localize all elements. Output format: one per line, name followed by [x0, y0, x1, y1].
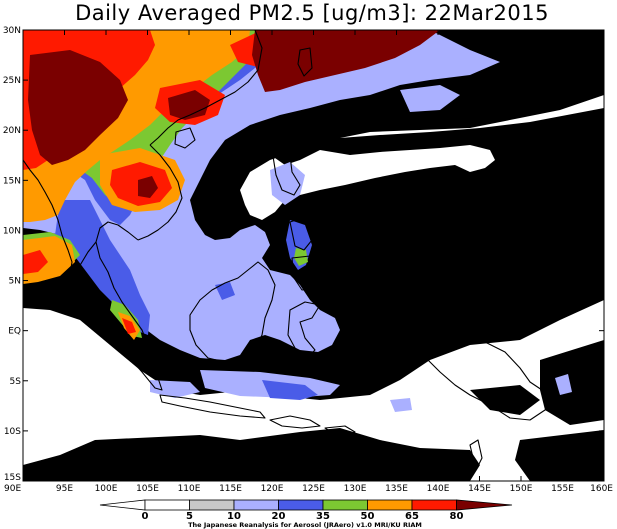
lon-label: 115E: [219, 484, 242, 494]
lon-label: 130E: [344, 484, 367, 494]
lon-label: 120E: [261, 484, 284, 494]
lon-label: 135E: [385, 484, 408, 494]
lon-label: 110E: [178, 484, 201, 494]
colorbar-swatch: [322, 499, 368, 511]
lat-label: 10N: [3, 226, 21, 236]
lat-label: 20N: [3, 126, 21, 136]
colorbar-swatch: [411, 499, 457, 511]
map-title: Daily Averaged PM2.5 [ug/m3]: 22Mar2015: [75, 1, 549, 25]
colorbar-level-label: 80: [450, 511, 464, 522]
colorbar-swatch: [189, 499, 235, 511]
lon-label: 145E: [468, 484, 491, 494]
lat-label: 10S: [4, 427, 21, 437]
lon-label: 140E: [427, 484, 450, 494]
colorbar-level-label: 5: [186, 511, 193, 522]
lon-label: 155E: [551, 484, 574, 494]
lon-label: 90E: [4, 484, 21, 494]
lat-label: 30N: [3, 26, 21, 36]
colorbar-swatch: [367, 499, 413, 511]
colorbar-swatch: [233, 499, 279, 511]
credit-text: The Japanese Reanalysis for Aerosol (JRA…: [188, 521, 422, 529]
colorbar: 0 5 10 20 35 50 65 80: [99, 499, 513, 522]
lon-label: 100E: [95, 484, 118, 494]
lat-label: 5N: [9, 277, 21, 287]
longitude-axis: 90E 95E 100E 105E 110E 115E 120E 125E 130E 135E 14…: [4, 30, 613, 494]
coastlines: [23, 30, 601, 481]
lat-label: 5S: [10, 377, 22, 387]
lon-label: 95E: [56, 484, 73, 494]
colorbar-swatch: [278, 499, 324, 511]
colorbar-under-triangle: [99, 499, 146, 511]
map-plot-area: [23, 30, 604, 481]
lon-label: 150E: [510, 484, 533, 494]
lat-label: 15S: [4, 473, 21, 483]
lon-label: 105E: [136, 484, 159, 494]
colorbar-level-label: 35: [316, 511, 330, 522]
colorbar-level-label: 10: [227, 511, 241, 522]
lat-label: 15N: [3, 176, 21, 186]
lat-label: 25N: [3, 76, 21, 86]
concentration-layer-dark-red: [28, 30, 440, 198]
lon-label: 160E: [590, 484, 613, 494]
latitude-axis: 30N 25N 20N 15N 10N 5N EQ 5S 10S 15S: [3, 26, 604, 483]
colorbar-level-label: 50: [361, 511, 375, 522]
colorbar-level-label: 65: [405, 511, 419, 522]
colorbar-over-triangle: [456, 499, 513, 511]
lon-label: 125E: [302, 484, 325, 494]
colorbar-level-label: 0: [142, 511, 149, 522]
colorbar-swatch: [144, 499, 190, 511]
colorbar-level-label: 20: [272, 511, 286, 522]
lat-label: EQ: [8, 327, 21, 337]
